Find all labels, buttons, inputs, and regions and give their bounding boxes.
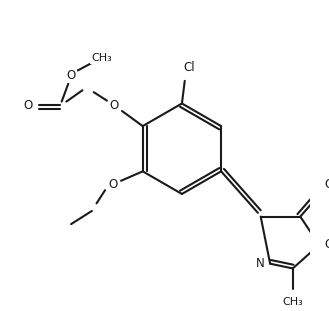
Text: O: O	[324, 238, 329, 251]
Text: O: O	[108, 178, 117, 191]
Text: O: O	[110, 99, 119, 112]
Text: CH₃: CH₃	[91, 53, 112, 63]
Text: Cl: Cl	[184, 61, 195, 74]
Text: O: O	[324, 178, 329, 191]
Text: O: O	[66, 69, 76, 82]
Text: CH₃: CH₃	[282, 297, 303, 307]
Text: N: N	[256, 257, 265, 270]
Text: O: O	[23, 99, 32, 112]
